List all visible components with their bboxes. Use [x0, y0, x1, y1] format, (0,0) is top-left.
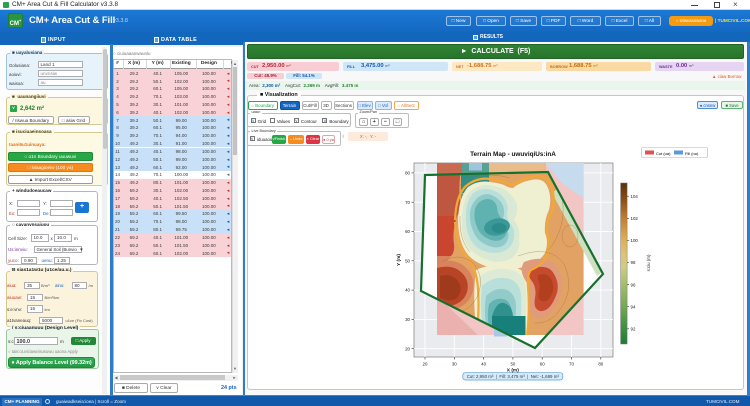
svg-text:50: 50	[405, 258, 410, 263]
svg-text:Cut: 2,950 m³ | Fill: 3,475: Cut: 2,950 m³ | Fill: 3,475 m³ | Net: -1…	[467, 374, 560, 379]
svg-text:60: 60	[405, 229, 410, 234]
svg-text:70: 70	[569, 362, 574, 367]
svg-text:50: 50	[510, 362, 515, 367]
svg-text:30: 30	[452, 362, 457, 367]
svg-text:20: 20	[405, 346, 410, 351]
svg-text:94: 94	[631, 304, 636, 309]
svg-text:40: 40	[481, 362, 486, 367]
svg-text:s:ciu (m): s:ciu (m)	[646, 254, 651, 271]
svg-text:104: 104	[631, 194, 639, 199]
svg-text:Cut (ua): Cut (ua)	[656, 151, 671, 156]
svg-text:98: 98	[631, 260, 636, 265]
svg-text:70: 70	[405, 200, 410, 205]
svg-text:X (m): X (m)	[507, 368, 519, 374]
svg-text:30: 30	[405, 317, 410, 322]
svg-text:60: 60	[540, 362, 545, 367]
svg-text:100: 100	[631, 238, 639, 243]
svg-text:Fill (nu): Fill (nu)	[685, 151, 699, 156]
svg-text:40: 40	[405, 288, 410, 293]
svg-text:80: 80	[405, 171, 410, 176]
svg-text:20: 20	[423, 362, 428, 367]
svg-text:92: 92	[631, 327, 636, 332]
svg-text:96: 96	[631, 282, 636, 287]
svg-text:102: 102	[631, 216, 639, 221]
svg-text:Y (m): Y (m)	[396, 254, 402, 266]
svg-text:Terrain Map - uwuviqiUs:inA: Terrain Map - uwuviqiUs:inA	[470, 151, 556, 158]
svg-text:80: 80	[598, 362, 603, 367]
